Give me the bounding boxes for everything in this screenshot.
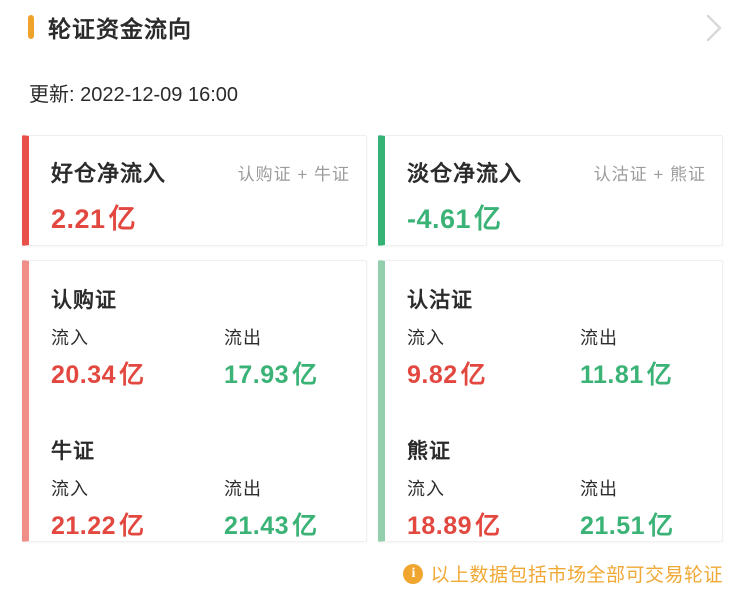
footer-note-text: 以上数据包括市场全部可交易轮证	[430, 565, 723, 586]
inflow-label: 流入	[51, 328, 89, 348]
long-net-inflow-sublabel: 认购证 + 牛证	[237, 164, 350, 184]
inflow-label: 流入	[407, 479, 445, 499]
outflow-label: 流出	[580, 328, 618, 348]
outflow-label: 流出	[224, 479, 262, 499]
short-net-inflow-card: 淡仓净流入 认沽证 + 熊证 -4.61 亿	[378, 135, 723, 246]
short-detail-card: 认沽证 流入 流出 9.82 亿 11.81 亿 熊证 流入 流出	[378, 260, 723, 542]
bear-certificate-outflow-value: 21.51 亿	[580, 512, 674, 540]
inflow-label: 流入	[51, 479, 89, 499]
short-net-inflow-value: -4.61 亿	[407, 204, 502, 234]
bull-certificate-outflow-value: 21.43 亿	[224, 512, 318, 540]
put-warrant-outflow-value: 11.81 亿	[580, 361, 673, 389]
summary-row: 好仓净流入 认购证 + 牛证 2.21 亿 淡仓净流入 认沽证 + 熊证 -4.6…	[22, 135, 723, 542]
update-timestamp: 更新: 2022-12-09 16:00	[29, 84, 239, 106]
outflow-label: 流出	[224, 328, 262, 348]
short-net-inflow-sublabel: 认沽证 + 熊证	[593, 164, 706, 184]
call-warrant-inflow-value: 20.34 亿	[51, 361, 145, 389]
bear-certificate-section: 熊证 流入 流出 18.89 亿 21.51 亿	[407, 435, 706, 542]
page-title: 轮证资金流向	[48, 16, 192, 42]
put-warrant-inflow-value: 9.82 亿	[407, 361, 487, 389]
inflow-label: 流入	[407, 328, 445, 348]
bull-certificate-name: 牛证	[51, 440, 95, 463]
long-detail-card: 认购证 流入 流出 20.34 亿 17.93 亿 牛证 流入 流出	[22, 260, 367, 542]
bull-certificate-section: 牛证 流入 流出 21.22 亿 21.43 亿	[51, 435, 350, 542]
call-warrant-name: 认购证	[51, 289, 117, 312]
long-net-inflow-title: 好仓净流入	[51, 161, 167, 186]
call-warrant-outflow-value: 17.93 亿	[224, 361, 318, 389]
outflow-label: 流出	[580, 479, 618, 499]
chevron-right-icon[interactable]	[700, 12, 728, 44]
put-warrant-section: 认沽证 流入 流出 9.82 亿 11.81 亿	[407, 284, 706, 391]
bull-certificate-inflow-value: 21.22 亿	[51, 512, 145, 540]
info-icon: i	[403, 563, 424, 584]
short-net-inflow-title: 淡仓净流入	[407, 161, 523, 186]
long-net-inflow-value: 2.21 亿	[51, 204, 137, 234]
footer-note: i 以上数据包括市场全部可交易轮证	[0, 560, 723, 587]
bear-certificate-name: 熊证	[407, 440, 451, 463]
title-accent-bar	[28, 15, 34, 39]
put-warrant-name: 认沽证	[407, 289, 473, 312]
module-header[interactable]: 轮证资金流向	[28, 12, 728, 42]
call-warrant-section: 认购证 流入 流出 20.34 亿 17.93 亿	[51, 284, 350, 391]
bear-certificate-inflow-value: 18.89 亿	[407, 512, 501, 540]
long-net-inflow-card: 好仓净流入 认购证 + 牛证 2.21 亿	[22, 135, 367, 246]
